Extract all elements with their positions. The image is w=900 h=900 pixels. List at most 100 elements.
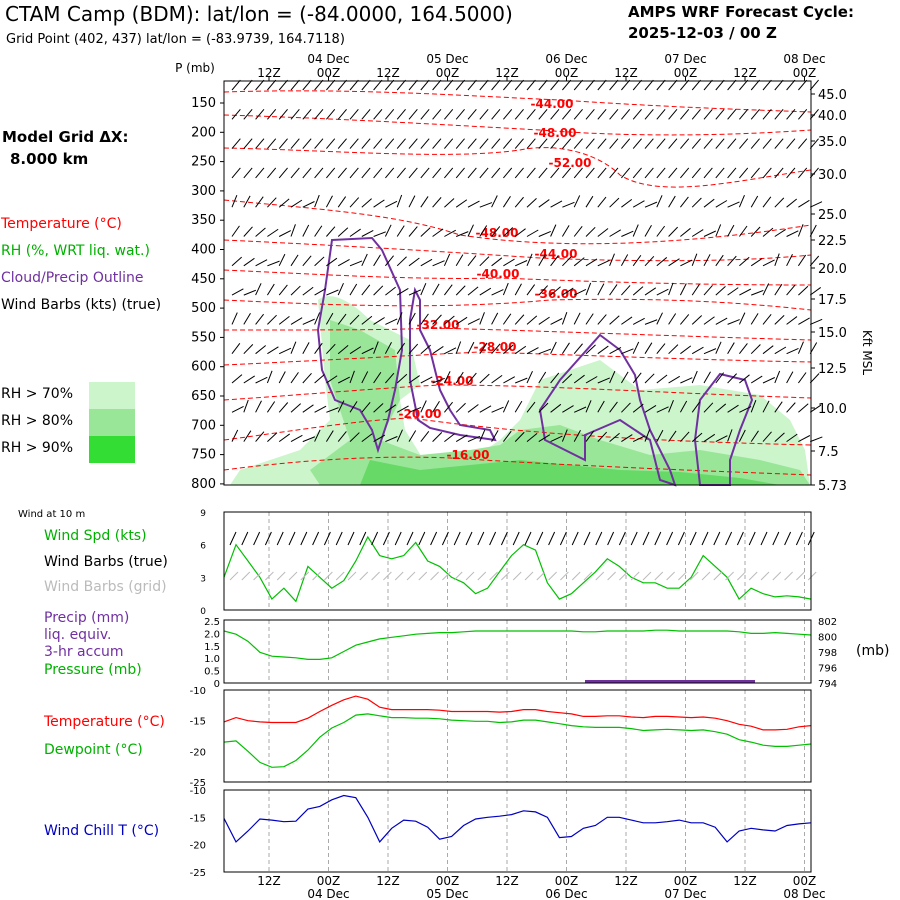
xs-wind-barb-554	[278, 402, 289, 413]
xs-wind-barb-619	[455, 434, 468, 443]
xs-wind-barb-527	[550, 372, 560, 384]
xs-wind-barb-91	[715, 109, 725, 120]
xs-wind-barb-189	[691, 167, 701, 179]
p-tick-label-7: 500	[191, 301, 216, 316]
xs-wind-barb-464	[396, 342, 406, 354]
xs-wind-barb-542	[727, 373, 737, 384]
xs-wind-barb-338	[680, 259, 693, 267]
xs-wind-barb-451	[243, 344, 254, 355]
xs-wind-barb-247	[786, 198, 798, 208]
xs-wind-barb-51	[243, 109, 253, 120]
xs-wind-barb-295	[762, 227, 774, 237]
windchill-tick-label-1: -15	[190, 813, 206, 824]
xs-wind-barb-407	[314, 312, 321, 325]
xs-wind-barb-234	[632, 200, 645, 208]
xs-wind-barb-609	[337, 431, 347, 442]
xs-wind-barb-590	[703, 402, 714, 413]
xs-wind-barb-623	[503, 430, 512, 442]
xs-wind-barb-435	[644, 319, 658, 325]
p-tick-label-10: 650	[191, 389, 216, 404]
top-time-label-5: 00Z	[555, 66, 579, 80]
xs-wind-barb-561	[361, 402, 371, 413]
xs-wind-barb-289	[691, 229, 704, 237]
xs-wind-barb-478	[561, 342, 570, 354]
temp-contour-label-6: -36.00	[535, 287, 578, 301]
xs-wind-barb-154	[278, 167, 288, 179]
xs-wind-barb-59	[337, 109, 347, 120]
xs-wind-barb-94	[750, 109, 760, 120]
xs-wind-barb-421	[479, 312, 485, 325]
xs-wind-barb-222	[491, 195, 498, 208]
sfc-wind-barb-17	[430, 531, 438, 546]
xs-wind-barb-528	[562, 373, 573, 384]
xs-wind-barb-518	[443, 371, 451, 384]
sfc-grid-barb-8	[324, 571, 333, 581]
xs-wind-barb-441	[715, 317, 728, 325]
kft-tick-label-5: 22.5	[818, 234, 847, 249]
xs-wind-barb-312	[373, 254, 381, 267]
sfc-wind-barb-30	[583, 531, 591, 546]
xs-wind-barb-378	[562, 287, 574, 296]
xs-wind-barb-523	[503, 376, 516, 384]
xs-wind-barb-52	[255, 109, 265, 120]
sfc-grid-barb-39	[689, 571, 699, 581]
xs-wind-barb-147	[786, 138, 796, 149]
xs-wind-barb-336	[656, 257, 668, 267]
xs-wind-barb-480	[585, 344, 596, 355]
temp-contour-label-10: -20.00	[399, 407, 442, 421]
xs-wind-barb-580	[585, 400, 592, 413]
xs-wind-barb-6	[302, 79, 312, 91]
sfc-wind-barb-18	[441, 531, 449, 546]
xs-wind-barb-519	[455, 371, 464, 384]
xs-wind-barb-142	[727, 138, 737, 149]
sfc-grid-barb-46	[772, 571, 782, 581]
xs-wind-barb-356	[302, 286, 314, 296]
xs-wind-barb-248	[798, 199, 810, 208]
xs-wind-barb-113	[385, 138, 395, 149]
xs-wind-barb-545	[762, 377, 775, 384]
xs-wind-barb-53	[267, 109, 277, 120]
xs-wind-barb-321	[479, 256, 490, 267]
xs-wind-barb-616	[420, 431, 430, 442]
model-grid-label: Model Grid ΔX:	[2, 128, 129, 146]
sfc-grid-barb-43	[737, 571, 746, 581]
xs-wind-barb-433	[621, 316, 633, 325]
xs-wind-barb-343	[739, 256, 750, 267]
temp-tick-label-1: -15	[190, 717, 206, 728]
xs-wind-barb-261	[361, 229, 374, 237]
xs-wind-barb-642	[727, 429, 733, 442]
xs-wind-barb-515	[408, 375, 420, 384]
xs-wind-barb-649	[810, 436, 823, 443]
xs-wind-barb-585	[644, 404, 657, 413]
xs-wind-barb-374	[514, 283, 522, 296]
top-time-label-0: 12Z	[257, 66, 281, 80]
forecast-cycle: AMPS WRF Forecast Cycle: 2025-12-03 / 00…	[628, 2, 854, 44]
xs-wind-barb-453	[267, 346, 279, 355]
xs-wind-barb-492	[727, 342, 735, 354]
sfc-wind-barb-2	[253, 531, 261, 546]
precip-bars	[585, 680, 755, 683]
xs-wind-barb-57	[314, 109, 324, 120]
top-time-label-6: 12Z	[614, 66, 638, 80]
xs-wind-barb-194	[750, 167, 760, 179]
xs-wind-barb-599	[809, 404, 822, 413]
xs-wind-barb-463	[384, 341, 392, 354]
sfc-grid-barb-13	[383, 571, 392, 581]
xs-wind-barb-210	[349, 197, 360, 208]
xs-wind-barb-537	[668, 375, 681, 384]
xs-wind-barb-468	[444, 347, 457, 355]
legend-precip-line3: 3-hr accum	[44, 644, 124, 660]
xs-wind-barb-539	[691, 370, 698, 384]
xs-wind-barb-465	[408, 343, 419, 355]
xs-wind-barb-118	[444, 138, 454, 149]
xs-wind-barb-423	[502, 313, 512, 325]
xs-wind-barb-237	[668, 195, 676, 208]
xs-wind-barb-56	[302, 109, 312, 120]
xs-wind-barb-75	[526, 109, 536, 120]
xs-wind-barb-286	[656, 225, 666, 237]
xs-wind-barb-271	[479, 225, 488, 237]
xs-wind-barb-98	[798, 109, 808, 120]
legend-precip-line1: Precip (mm)	[44, 610, 130, 626]
xs-wind-barb-592	[727, 404, 739, 413]
xs-wind-barb-449	[810, 318, 823, 325]
